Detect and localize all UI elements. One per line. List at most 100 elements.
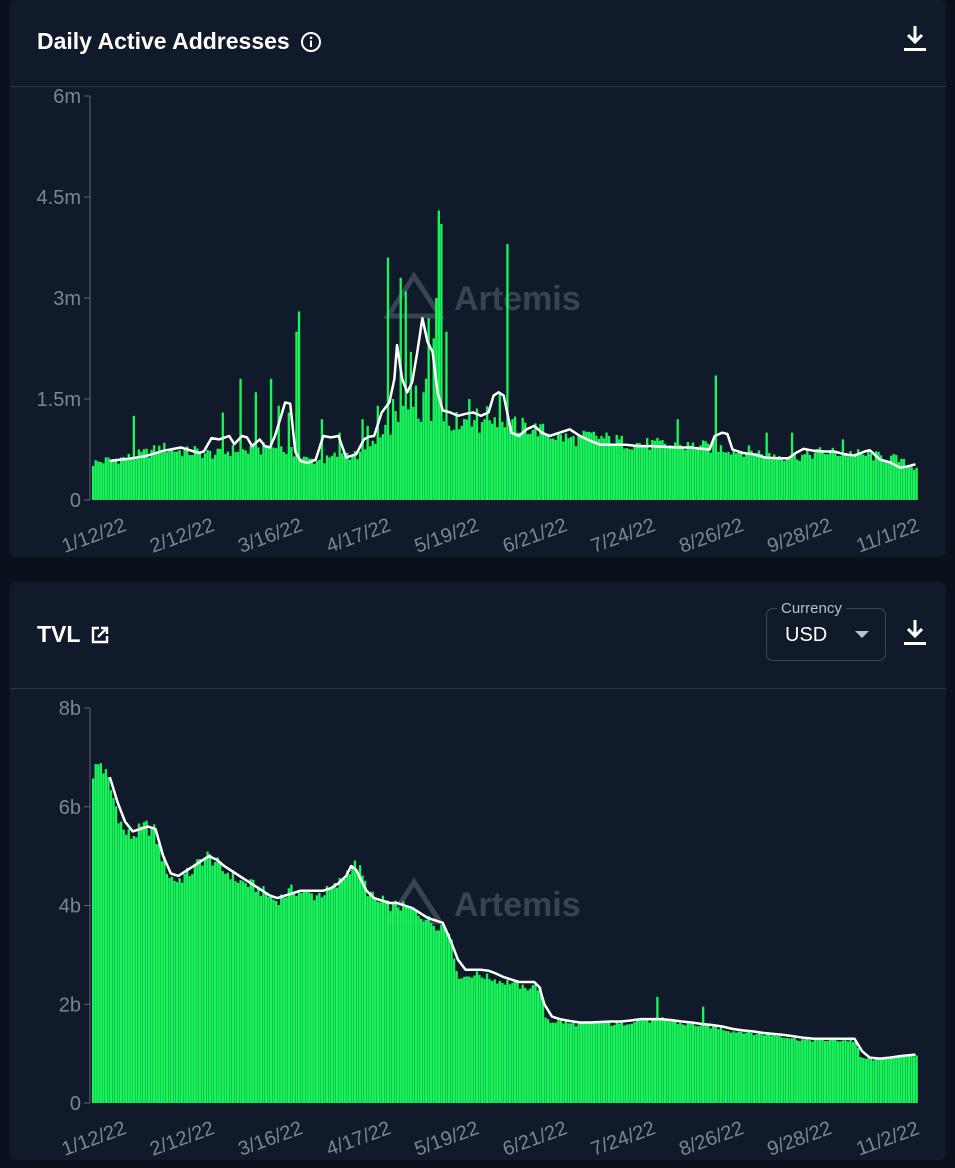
bar[interactable] (640, 445, 644, 500)
bar[interactable] (117, 823, 120, 1103)
bar[interactable] (653, 1019, 657, 1103)
bar[interactable] (219, 861, 222, 1103)
bar[interactable] (343, 456, 346, 500)
bar[interactable] (516, 432, 519, 500)
bar[interactable] (813, 1040, 817, 1103)
bar[interactable] (605, 432, 608, 500)
bar[interactable] (119, 821, 123, 1103)
bar[interactable] (785, 1037, 789, 1103)
bar[interactable] (790, 432, 794, 500)
bar[interactable] (338, 877, 341, 1103)
bar[interactable] (287, 888, 291, 1103)
bar[interactable] (442, 421, 446, 500)
bar[interactable] (813, 452, 817, 500)
bar[interactable] (137, 449, 141, 500)
bar[interactable] (676, 419, 679, 500)
bar[interactable] (498, 392, 501, 500)
bar[interactable] (483, 978, 486, 1103)
bar[interactable] (386, 257, 390, 500)
bar[interactable] (102, 463, 105, 500)
bar[interactable] (264, 447, 268, 500)
bar[interactable] (310, 458, 313, 500)
bar[interactable] (252, 446, 255, 500)
bar[interactable] (394, 900, 397, 1103)
bar[interactable] (480, 422, 484, 500)
bar[interactable] (226, 451, 230, 500)
bar[interactable] (816, 448, 819, 500)
bar[interactable] (531, 985, 535, 1103)
bar[interactable] (796, 459, 799, 500)
bar[interactable] (140, 826, 143, 1103)
bar[interactable] (915, 1055, 918, 1103)
bar[interactable] (806, 1038, 809, 1103)
bar[interactable] (132, 835, 135, 1103)
bar[interactable] (259, 454, 263, 500)
bar[interactable] (404, 291, 407, 500)
bar[interactable] (518, 432, 522, 500)
bar[interactable] (178, 878, 181, 1103)
bar[interactable] (175, 882, 179, 1103)
bar[interactable] (518, 988, 522, 1103)
bar[interactable] (213, 862, 217, 1103)
bar[interactable] (435, 298, 438, 500)
bar[interactable] (646, 1018, 649, 1103)
bar[interactable] (92, 778, 95, 1103)
bar[interactable] (793, 452, 796, 500)
bar[interactable] (503, 427, 507, 500)
bar[interactable] (437, 210, 440, 500)
bar[interactable] (361, 875, 364, 1104)
bar[interactable] (719, 1027, 723, 1103)
bar[interactable] (203, 453, 207, 500)
bar[interactable] (897, 1056, 901, 1103)
bar[interactable] (130, 458, 133, 500)
bar[interactable] (831, 447, 834, 500)
bar[interactable] (346, 870, 349, 1103)
bar[interactable] (389, 434, 392, 500)
bar[interactable] (773, 454, 776, 500)
bar[interactable] (582, 430, 585, 500)
bar[interactable] (417, 915, 420, 1103)
bar[interactable] (541, 423, 545, 500)
bar[interactable] (752, 455, 756, 500)
bar[interactable] (656, 996, 659, 1103)
bar[interactable] (247, 886, 250, 1103)
bar[interactable] (452, 429, 456, 500)
bar[interactable] (839, 455, 842, 500)
bar[interactable] (679, 1022, 682, 1103)
bar[interactable] (557, 432, 560, 500)
bar[interactable] (206, 449, 209, 500)
bar[interactable] (905, 1056, 908, 1103)
bar[interactable] (384, 424, 387, 500)
bar[interactable] (496, 983, 499, 1103)
bar[interactable] (607, 436, 611, 500)
bar[interactable] (722, 451, 725, 500)
bar[interactable] (125, 458, 128, 500)
bar[interactable] (521, 417, 524, 500)
bar[interactable] (348, 874, 352, 1103)
bar[interactable] (430, 922, 433, 1103)
bar[interactable] (501, 982, 504, 1103)
bar[interactable] (851, 1042, 855, 1103)
bar[interactable] (826, 454, 829, 500)
bar[interactable] (369, 891, 372, 1103)
bar[interactable] (890, 1057, 893, 1103)
bar[interactable] (435, 930, 438, 1103)
bar[interactable] (234, 881, 237, 1103)
bar[interactable] (338, 432, 341, 500)
bar[interactable] (353, 860, 357, 1103)
bar[interactable] (704, 1024, 707, 1103)
bar[interactable] (892, 1056, 895, 1103)
bar[interactable] (732, 1031, 735, 1103)
bar[interactable] (867, 451, 870, 500)
bar[interactable] (145, 448, 148, 500)
bar[interactable] (579, 1023, 583, 1103)
bar[interactable] (473, 420, 476, 500)
bar[interactable] (714, 1026, 718, 1103)
bar[interactable] (493, 979, 496, 1103)
bar[interactable] (808, 1040, 812, 1103)
bar[interactable] (180, 456, 184, 500)
bar[interactable] (686, 1022, 690, 1103)
bar[interactable] (610, 1025, 613, 1103)
bar[interactable] (569, 1023, 573, 1103)
bar[interactable] (836, 1041, 840, 1103)
